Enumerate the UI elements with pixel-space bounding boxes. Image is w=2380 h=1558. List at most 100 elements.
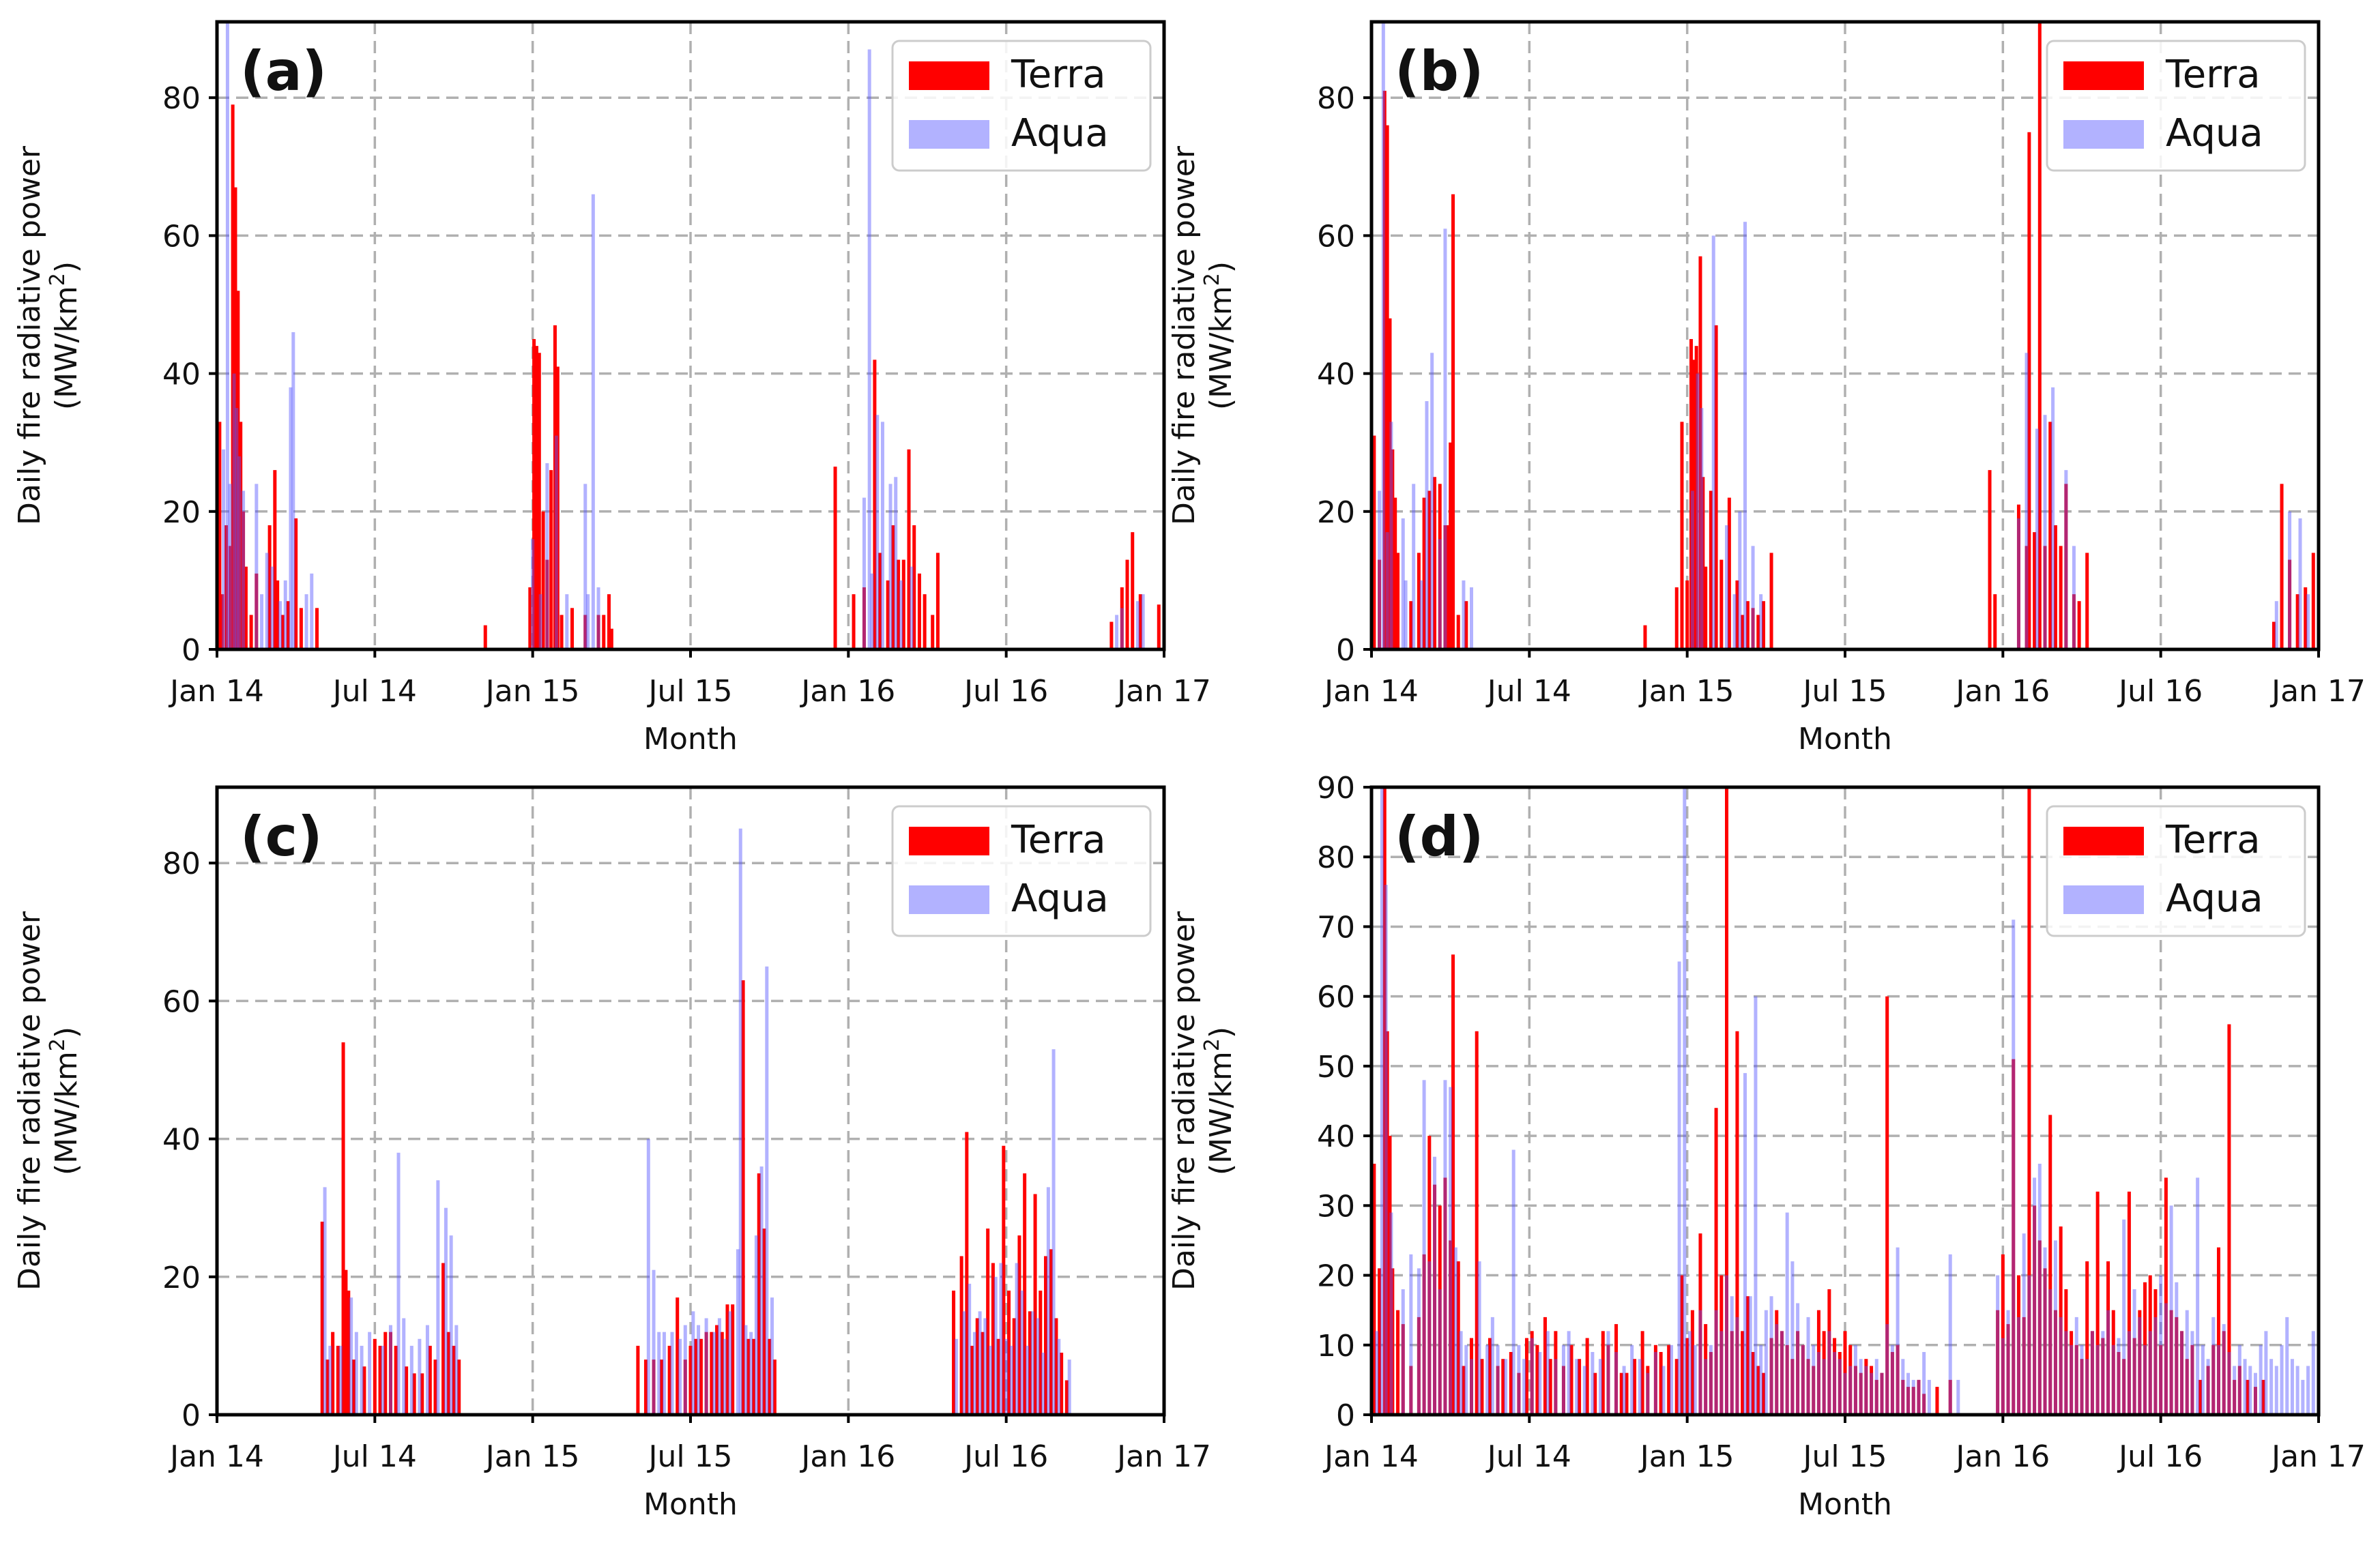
x-axis-label: Month (643, 1487, 738, 1522)
bar-aqua (1425, 401, 1429, 649)
bar-terra (1704, 566, 1708, 649)
bar-terra (1674, 1359, 1679, 1415)
x-tick-label: Jan 14 (1322, 1439, 1419, 1474)
bar-aqua (2111, 1344, 2115, 1415)
bar-aqua (972, 1332, 976, 1415)
bar-terra (1730, 1331, 1734, 1415)
bar-aqua (1477, 1261, 1481, 1415)
bar-terra (236, 291, 240, 649)
bar-terra (1427, 1136, 1432, 1415)
bar-terra (560, 615, 564, 649)
bar-aqua (1711, 235, 1715, 649)
bar-terra (231, 104, 235, 650)
x-tick-label: Jan 15 (484, 1439, 580, 1474)
x-tick-label: Jul 14 (331, 1439, 417, 1474)
panel-label: (b) (1395, 40, 1483, 103)
bar-terra (1906, 1387, 1911, 1415)
bar-aqua (2190, 1331, 2194, 1415)
y-axis-label-line2: (MW/km2) (1200, 1027, 1238, 1175)
y-axis-label-line1: Daily fire radiative power (1167, 145, 1202, 525)
bar-aqua (2269, 1359, 2274, 1415)
bar-terra (244, 566, 248, 649)
bar-aqua (2274, 1366, 2278, 1415)
bar-aqua (1833, 1352, 1837, 1415)
bar-aqua (368, 1332, 372, 1415)
bar-aqua (646, 1138, 650, 1415)
bar-terra (570, 608, 575, 649)
bar-terra (294, 518, 298, 649)
bar-aqua (1051, 1049, 1056, 1415)
bar-aqua (323, 1187, 327, 1415)
y-tick-label: 0 (1336, 1398, 1355, 1433)
bar-aqua (265, 553, 269, 649)
legend-swatch-aqua (2063, 885, 2144, 914)
y-axis-label-line1: Daily fire radiative power (1167, 911, 1202, 1291)
bar-terra (1033, 1194, 1037, 1415)
bar-terra (218, 422, 222, 649)
series-aqua (1375, 787, 2315, 1415)
bar-aqua (765, 966, 769, 1415)
bar-aqua (1730, 1296, 1734, 1415)
bar-aqua (1661, 1366, 1666, 1415)
bar-terra (1517, 1372, 1521, 1415)
bar-terra (1496, 1366, 1500, 1415)
bar-terra (2143, 1282, 2147, 1415)
bar-aqua (2264, 1331, 2268, 1415)
bar-terra (280, 615, 285, 649)
series-terra (218, 104, 1161, 650)
bar-terra (2246, 1379, 2250, 1415)
bar-aqua (436, 1180, 440, 1415)
x-tick-label: Jul 16 (2117, 1439, 2203, 1474)
bar-terra (1488, 1338, 1492, 1415)
bar-aqua (1120, 608, 1124, 649)
bar-terra (746, 1338, 751, 1415)
bar-terra (952, 1291, 956, 1415)
bar-terra (2304, 587, 2308, 649)
bar-aqua (2243, 1359, 2247, 1415)
bar-terra (255, 573, 259, 649)
bar-terra (1535, 1344, 1539, 1415)
bar-aqua (1838, 1359, 1842, 1415)
bar-terra (331, 1332, 335, 1415)
panel-label: (c) (240, 805, 323, 868)
bar-terra (1028, 1311, 1032, 1415)
bar-terra (1064, 1380, 1069, 1415)
bar-terra (1393, 497, 1397, 649)
bar-terra (1378, 559, 1382, 649)
bar-terra (935, 553, 940, 649)
legend-label-terra: Terra (1011, 53, 1106, 97)
bar-aqua (591, 194, 595, 649)
bar-terra (1401, 1324, 1405, 1415)
y-tick-label: 20 (162, 495, 201, 530)
bar-terra (715, 1325, 719, 1415)
bar-terra (1880, 1372, 1884, 1415)
bar-terra (1761, 601, 1765, 649)
bar-terra (1822, 1331, 1826, 1415)
bar-aqua (2022, 1233, 2026, 1415)
bar-terra (2138, 1310, 2142, 1415)
bar-aqua (2201, 1344, 2205, 1415)
y-axis-label: Daily fire radiative power (MW/km2) (1167, 911, 1238, 1291)
bar-terra (224, 525, 229, 649)
bar-terra (2127, 1191, 2131, 1415)
bar-terra (2064, 484, 2068, 649)
bar-terra (1462, 1366, 1466, 1415)
bar-aqua (222, 449, 226, 649)
bar-aqua (1759, 1344, 1763, 1415)
bar-aqua (328, 1345, 332, 1415)
bar-terra (741, 980, 745, 1415)
bar-aqua (1582, 1366, 1586, 1415)
bar-aqua (2095, 1344, 2100, 1415)
bar-terra (1039, 1291, 1043, 1415)
bar-aqua (1785, 1212, 1789, 1415)
bar-terra (1625, 1372, 1629, 1415)
bar-terra (1756, 1366, 1760, 1415)
bar-aqua (910, 566, 914, 649)
bar-aqua (2153, 1317, 2158, 1415)
bar-terra (1751, 1352, 1755, 1415)
x-tick-label: Jan 16 (799, 1439, 895, 1474)
bar-terra (1735, 1031, 1739, 1415)
bar-aqua (2259, 1344, 2263, 1415)
series-terra (320, 980, 1069, 1415)
bar-terra (1391, 449, 1395, 649)
